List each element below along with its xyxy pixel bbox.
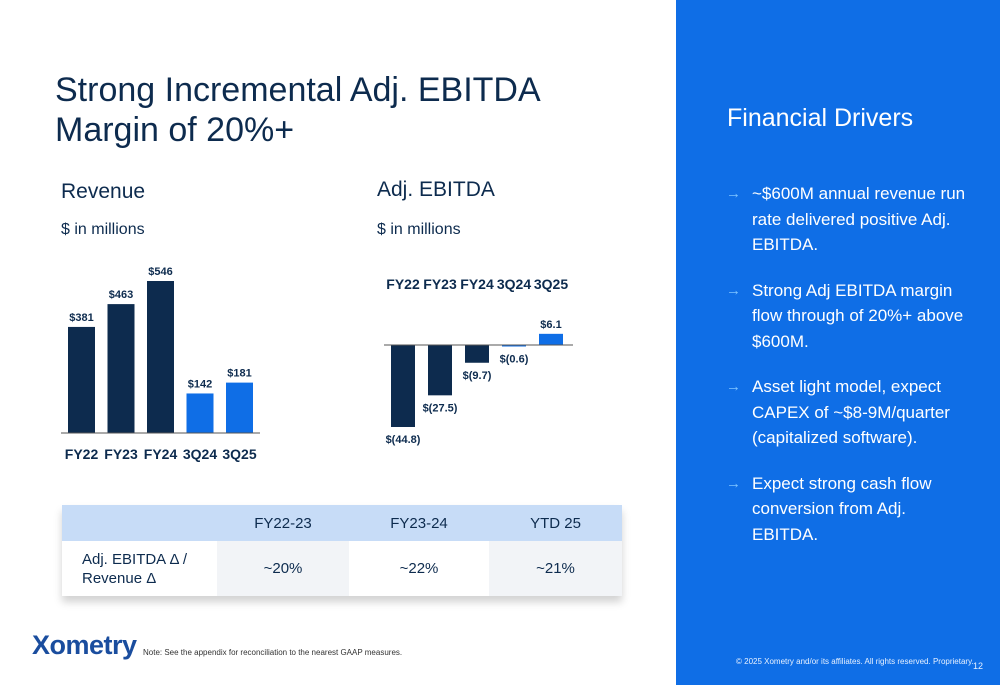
arrow-right-icon: → — [726, 185, 741, 202]
table-header-cell: FY22-23 — [254, 514, 312, 532]
title-line-2: Margin of 20%+ — [55, 111, 295, 149]
revenue-chart: $381 FY22 $463 FY23 $546 FY24 $142 3Q24 $181 3Q25 — [61, 266, 260, 462]
driver-text: Expect strong cash flow conversion from … — [752, 473, 932, 544]
revenue-data-label: $463 — [109, 289, 133, 301]
table-header-row: FY22-23 FY23-24 YTD 25 — [62, 505, 622, 541]
ebitda-bar — [391, 345, 415, 427]
table-header-cell: YTD 25 — [530, 514, 581, 532]
ebitda-chart-subtitle: $ in millions — [377, 221, 461, 238]
revenue-bar — [226, 382, 253, 433]
revenue-data-label: $546 — [148, 266, 172, 278]
table-cell: ~21% — [489, 541, 622, 596]
revenue-tick-label: FY24 — [144, 446, 178, 462]
revenue-chart-subtitle: $ in millions — [61, 221, 145, 238]
revenue-bar — [107, 304, 135, 433]
revenue-bar — [68, 326, 95, 433]
ebitda-tick-label: FY24 — [460, 276, 494, 292]
footnote: Note: See the appendix for reconciliatio… — [143, 648, 403, 657]
revenue-data-label: $142 — [188, 378, 212, 390]
incremental-margin-table: FY22-23 FY23-24 YTD 25 Adj. EBITDA Δ / R… — [62, 505, 622, 596]
arrow-right-icon: → — [726, 378, 741, 395]
row-label-line-1: Adj. EBITDA Δ / — [82, 550, 188, 568]
driver-text: Strong Adj EBITDA margin flow through of… — [752, 280, 964, 351]
revenue-tick-label: 3Q25 — [222, 446, 256, 462]
financial-drivers-panel: Financial Drivers → ~$600M annual revenu… — [676, 0, 1000, 685]
revenue-bar — [186, 393, 214, 433]
title-line-1: Strong Incremental Adj. EBITDA — [55, 71, 541, 109]
ebitda-tick-label: FY22 — [386, 276, 420, 292]
panel-title: Financial Drivers — [727, 104, 914, 132]
ebitda-data-label: $6.1 — [540, 319, 561, 331]
table-header-cell: FY23-24 — [390, 514, 448, 532]
driver-text: Asset light model, expect CAPEX of ~$8-9… — [752, 377, 950, 447]
ebitda-bar — [465, 345, 489, 363]
ebitda-tick-label: 3Q24 — [497, 276, 531, 292]
drivers-list: → ~$600M annual revenue run rate deliver… — [726, 181, 976, 567]
row-label-line-2: Revenue Δ — [82, 569, 157, 587]
ebitda-chart: $(44.8) FY22 $(27.5) FY23 $(9.7) FY24 $(0.6) 3Q… — [384, 276, 573, 446]
list-item: → Asset light model, expect CAPEX of ~$8… — [726, 374, 976, 451]
ebitda-data-label: $(0.6) — [500, 354, 529, 366]
ebitda-tick-label: 3Q25 — [534, 276, 568, 292]
ebitda-data-label: $(9.7) — [463, 370, 492, 382]
page-title: Strong Incremental Adj. EBITDA Margin of… — [55, 70, 615, 150]
revenue-data-label: $381 — [69, 312, 93, 324]
revenue-tick-label: FY22 — [65, 446, 99, 462]
arrow-right-icon: → — [726, 281, 741, 299]
table-row: Adj. EBITDA Δ / Revenue Δ ~20% ~22% ~21% — [62, 541, 622, 596]
driver-text: ~$600M annual revenue run rate delivered… — [752, 184, 966, 254]
xometry-logo[interactable]: Xometry — [32, 630, 137, 660]
list-item: → ~$600M annual revenue run rate deliver… — [726, 181, 976, 258]
list-item: → Strong Adj EBITDA margin flow through … — [726, 278, 976, 355]
copyright: © 2025 Xometry and/or its affiliates. Al… — [736, 657, 974, 666]
ebitda-bar — [428, 345, 452, 396]
revenue-chart-title: Revenue — [61, 180, 146, 203]
revenue-tick-label: 3Q24 — [183, 446, 217, 462]
table-cell: ~22% — [399, 560, 439, 577]
revenue-tick-label: FY23 — [104, 446, 138, 462]
ebitda-data-label: $(44.8) — [386, 434, 421, 446]
ebitda-bar — [502, 345, 526, 347]
page-number: 12 — [973, 661, 984, 671]
ebitda-bar — [539, 333, 563, 345]
arrow-right-icon: → — [726, 474, 741, 492]
ebitda-chart-title: Adj. EBITDA — [377, 178, 495, 201]
revenue-bar — [147, 281, 174, 433]
table-cell: ~20% — [217, 541, 349, 596]
list-item: → Expect strong cash flow conversion fro… — [726, 471, 976, 548]
ebitda-data-label: $(27.5) — [423, 402, 458, 414]
revenue-data-label: $181 — [227, 368, 251, 380]
table-row-label: Adj. EBITDA Δ / Revenue Δ — [62, 550, 217, 588]
ebitda-tick-label: FY23 — [423, 276, 457, 292]
